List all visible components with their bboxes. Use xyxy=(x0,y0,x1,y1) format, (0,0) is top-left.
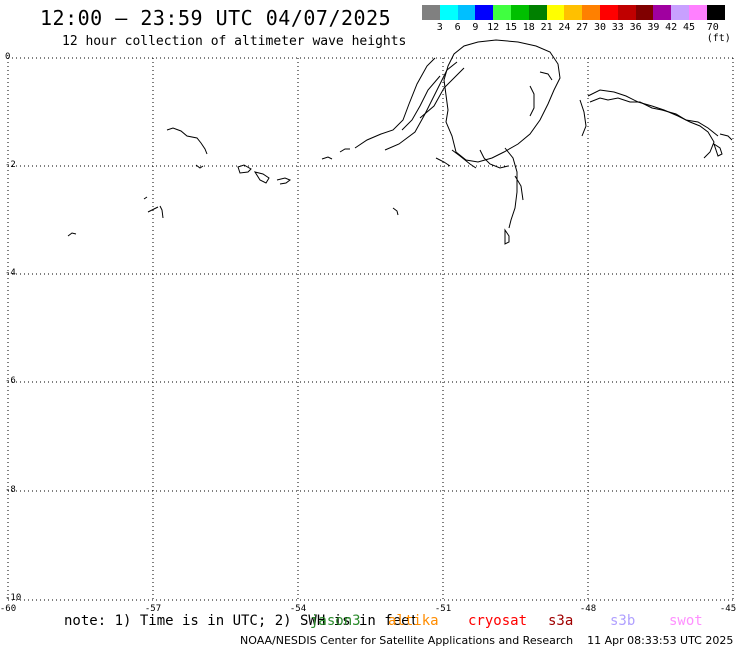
scale-swatch xyxy=(599,5,618,20)
satellite-altika: altika xyxy=(388,613,439,629)
grid-lines xyxy=(7,57,735,601)
scale-label: 70 (ft) xyxy=(706,22,731,44)
scale-label: 3 xyxy=(436,22,443,33)
longitude-label: -60 xyxy=(0,604,17,614)
scale-label: 27 xyxy=(576,22,589,33)
color-scale xyxy=(422,5,725,20)
longitude-label: -57 xyxy=(144,604,162,614)
scale-label: 15 xyxy=(504,22,518,33)
satellite-cryosat: cryosat xyxy=(468,613,528,629)
latitude-label: -8 xyxy=(5,485,16,495)
scale-label: 33 xyxy=(611,22,624,33)
scale-label: 9 xyxy=(472,22,479,33)
map-title: 12:00 – 23:59 UTC 04/07/2025 xyxy=(40,6,392,30)
scale-label: 6 xyxy=(454,22,461,33)
map-subtitle: 12 hour collection of altimeter wave hei… xyxy=(62,34,407,49)
scale-swatch xyxy=(582,5,600,20)
timestamp: 11 Apr 08:33:53 UTC 2025 xyxy=(587,634,734,647)
scale-label: 18 xyxy=(522,22,535,33)
scale-swatch xyxy=(653,5,672,20)
scale-swatch xyxy=(617,5,636,20)
scale-swatch xyxy=(635,5,654,20)
scale-swatch xyxy=(671,5,689,20)
longitude-label: -51 xyxy=(434,604,452,614)
scale-swatch xyxy=(422,5,440,20)
longitude-label: -48 xyxy=(579,604,597,614)
scale-swatch xyxy=(564,5,583,20)
scale-label: 42 xyxy=(665,22,678,33)
footer-credit: NOAA/NESDIS Center for Satellite Applica… xyxy=(240,634,733,647)
satellite-s3a: s3a xyxy=(548,613,574,629)
scale-label: 30 xyxy=(593,22,607,33)
scale-swatch xyxy=(546,5,565,20)
footer-note: note: 1) Time is in UTC; 2) SWH is in fe… xyxy=(64,613,419,629)
scale-swatch xyxy=(688,5,707,20)
scale-label: 24 xyxy=(558,22,571,33)
latitude-label: -10 xyxy=(5,593,22,603)
map-panel xyxy=(7,39,735,601)
satellite-swot: swot xyxy=(669,613,703,629)
scale-label: 21 xyxy=(540,22,553,33)
credit-text: NOAA/NESDIS Center for Satellite Applica… xyxy=(240,634,574,647)
scale-label: 36 xyxy=(629,22,642,33)
scale-label: 12 xyxy=(487,22,500,33)
latitude-label: -6 xyxy=(5,376,16,386)
coastline xyxy=(67,39,733,245)
longitude-label: -54 xyxy=(289,604,307,614)
color-scale-labels: 3 6 9 12 15 18 21 24 27 30 33 36 39 42 45 70 (ft) xyxy=(422,22,740,44)
latitude-label: -2 xyxy=(5,160,16,170)
scale-label: 45 xyxy=(682,22,696,33)
latitude-label: 0 xyxy=(5,52,11,62)
scale-label: 39 xyxy=(647,22,660,33)
satellite-s3b: s3b xyxy=(610,613,636,629)
scale-swatch xyxy=(493,5,511,20)
scale-swatch xyxy=(475,5,494,20)
scale-swatch xyxy=(457,5,476,20)
longitude-label: -45 xyxy=(719,604,737,614)
scale-swatch xyxy=(706,5,725,20)
latitude-label: -4 xyxy=(5,268,16,278)
satellite-jason3: jason3 xyxy=(310,613,361,629)
scale-swatch xyxy=(510,5,529,20)
scale-swatch xyxy=(528,5,547,20)
scale-swatch xyxy=(439,5,458,20)
